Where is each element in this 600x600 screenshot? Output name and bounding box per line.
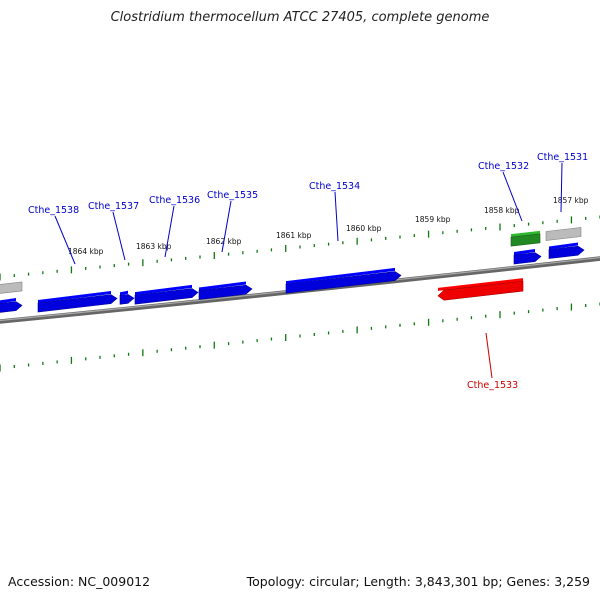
gene-arrow-forward — [0, 301, 23, 313]
gene-arrow-forward — [198, 284, 253, 300]
gene-label: Cthe_1535 — [207, 190, 258, 201]
gene-label-leader — [502, 171, 523, 222]
pseudo-gene-block-bevel — [546, 224, 581, 232]
ruler-label: 1861 kbp — [276, 231, 312, 240]
gene-arrow-forward-bevel — [286, 267, 395, 285]
map-title: Clostridium thermocellum ATCC 27405, com… — [110, 10, 490, 25]
ruler-label: 1860 kbp — [346, 224, 382, 233]
pseudo-gene-block — [0, 281, 23, 294]
gene-arrow-forward-bevel — [514, 248, 535, 256]
gene-label-leader — [54, 215, 76, 265]
gene-label: Cthe_1536 — [149, 195, 200, 206]
gene-arrow-reverse — [437, 280, 524, 301]
ruler-label: 1857 kbp — [553, 196, 589, 205]
gene-arrow-reverse-bevel — [438, 278, 523, 291]
gene-label: Cthe_1538 — [28, 205, 79, 216]
gene-arrow-forward — [285, 271, 402, 294]
gene-label-leader — [112, 211, 126, 261]
gene-arrow-forward-bevel — [549, 242, 578, 250]
gene-arrow-forward — [548, 245, 585, 259]
gene-label: Cthe_1537 — [88, 201, 139, 212]
ruler-label: 1858 kbp — [484, 206, 520, 215]
rna-gene-block — [510, 233, 541, 247]
pseudo-gene-block — [545, 227, 582, 241]
pseudo-gene-block-bevel — [0, 278, 22, 285]
rna-gene-block-bevel — [511, 230, 540, 238]
gene-arrow-forward — [134, 288, 199, 305]
ruler-label: 1859 kbp — [415, 215, 451, 224]
gene-label-leader — [164, 205, 175, 258]
gene-label: Cthe_1531 — [537, 152, 588, 163]
gene-label: Cthe_1532 — [478, 161, 529, 172]
ruler-label: 1864 kbp — [68, 247, 104, 256]
ruler-label: 1863 kbp — [136, 242, 172, 251]
gene-label-leader — [334, 191, 339, 242]
gene-arrow-forward-bevel — [38, 290, 111, 304]
gene-arrow-forward — [37, 294, 118, 313]
genome-summary-text: Topology: circular; Length: 3,843,301 bp… — [246, 574, 590, 589]
gene-label: Cthe_1533 — [467, 380, 518, 391]
gene-arrow-forward-bevel — [135, 284, 192, 296]
gene-arrow-forward-bevel — [199, 281, 246, 291]
gene-label-leader — [485, 332, 493, 379]
gene-label: Cthe_1534 — [309, 181, 360, 192]
gene-arrow-forward-bevel — [0, 297, 16, 304]
gene-arrow-forward — [513, 252, 542, 265]
gene-label-leader — [560, 162, 563, 213]
gene-label-leader — [221, 200, 232, 253]
gene-arrow-forward — [119, 294, 135, 305]
gene-arrow-forward-bevel — [120, 290, 128, 296]
accession-text: Accession: NC_009012 — [8, 574, 151, 589]
